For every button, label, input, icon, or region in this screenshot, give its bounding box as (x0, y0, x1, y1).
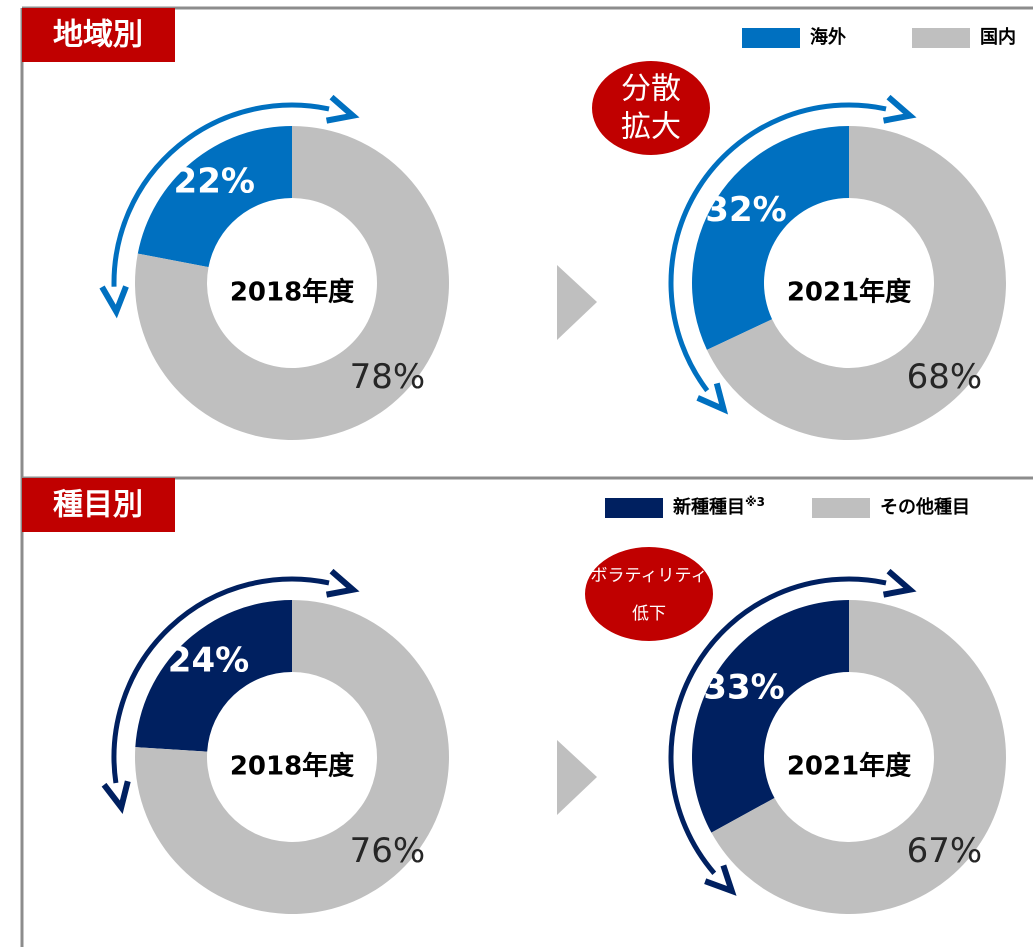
arrow-arc (668, 102, 887, 393)
value-label: 68% (907, 357, 983, 397)
value-label: 76% (350, 831, 426, 871)
legend-text: 国内 (980, 26, 1016, 48)
value-label: 33% (703, 667, 784, 707)
arrow-head (101, 780, 131, 815)
center-label: 2018年度 (230, 751, 354, 782)
value-label: 78% (350, 357, 426, 397)
legend-swatch (912, 28, 970, 48)
value-label: 67% (907, 831, 983, 871)
badge-text: 低下 (632, 604, 666, 624)
section-header: 種目別 (53, 488, 143, 523)
donut-segment (137, 126, 292, 268)
donut-segment (691, 125, 849, 350)
legend-text: 新種種目 (673, 496, 745, 518)
section-header-box (22, 8, 175, 62)
arrow-head (99, 285, 129, 319)
section-header-box (22, 478, 175, 532)
arrow-head (882, 568, 917, 598)
badge (583, 545, 715, 643)
badge-text: 分散 (621, 72, 681, 107)
chevron (557, 265, 597, 340)
badge (590, 59, 712, 157)
arrow-head (325, 94, 360, 124)
donut-segment (711, 600, 1007, 914)
section-header: 地域別 (53, 18, 143, 53)
badge-text: ボラティリティ (591, 566, 708, 586)
center-label: 2021年度 (787, 277, 911, 308)
donut-segment (692, 600, 849, 833)
legend-swatch (812, 498, 870, 518)
legend-note: ※3 (745, 495, 765, 509)
arrow-arc (111, 102, 330, 287)
value-label: 32% (705, 190, 786, 230)
center-label: 2018年度 (230, 277, 354, 308)
donut-segment (134, 600, 449, 914)
arrow-arc (111, 576, 330, 784)
value-label: 22% (174, 161, 255, 201)
arrow-head (882, 94, 917, 124)
value-label: 24% (168, 641, 249, 681)
legend-label: その他種目 (880, 496, 970, 518)
donut-segment (135, 126, 450, 441)
legend-text: 海外 (810, 26, 846, 48)
badge-text: 拡大 (621, 110, 681, 145)
legend-label: 海外 (810, 26, 846, 48)
legend-label: 新種種目※3 (673, 495, 765, 519)
legend-text: その他種目 (880, 496, 970, 518)
arrow-arc (668, 576, 887, 875)
legend-swatch (605, 498, 663, 518)
donut-segment (135, 600, 292, 752)
donut-segment (706, 126, 1006, 441)
arrow-head (325, 568, 360, 598)
legend-label: 国内 (980, 26, 1016, 48)
arrow-head (704, 864, 737, 896)
legend-swatch (742, 28, 800, 48)
center-label: 2021年度 (787, 751, 911, 782)
chevron (557, 740, 597, 815)
arrow-head (696, 382, 729, 415)
